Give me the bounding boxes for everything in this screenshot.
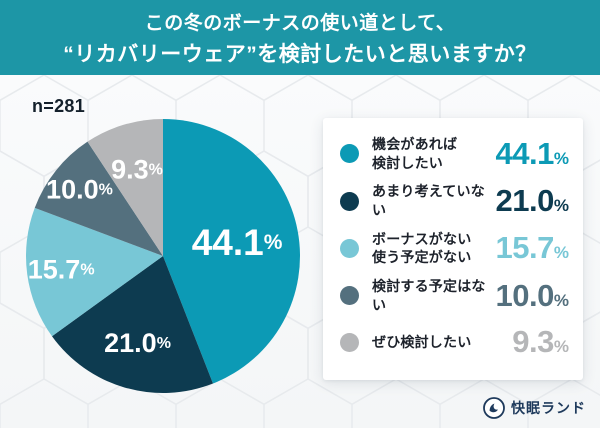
pie-slice (34, 141, 163, 256)
legend-swatch-icon (340, 332, 359, 352)
percent-sign: % (553, 196, 569, 216)
legend-item: ぜひ検討したい 9.3% (340, 324, 569, 360)
legend-item-value: 44.1% (495, 135, 569, 171)
pie-slice-label: 9.3% (111, 154, 163, 184)
percent-sign: % (553, 337, 569, 356)
legend-item: あまり考えていない 21.0% (340, 182, 569, 220)
legend-item-label: 検討する予定はない (372, 277, 486, 313)
kaimin-land-logo-icon (483, 397, 505, 419)
legend-item-label: ボーナスがない 使う予定がない (372, 230, 472, 266)
legend-swatch-icon (340, 238, 359, 258)
legend-item-label: ぜひ検討したい (372, 333, 472, 350)
legend-swatch-icon (340, 191, 359, 211)
legend-swatch-icon (340, 144, 359, 164)
pie-slice (163, 119, 301, 384)
legend-item-value: 15.7% (495, 230, 569, 266)
legend-item: ボーナスがない 使う予定がない 15.7% (340, 230, 569, 268)
percent-sign: % (553, 290, 569, 310)
brand-name: 快眠ランド (511, 400, 586, 416)
pie-slice-label: 15.7% (28, 255, 95, 285)
legend-item-label: あまり考えていない (372, 183, 485, 219)
sample-size-label: n=281 (32, 96, 86, 116)
legend-item-label: 機会があれば 検討したい (372, 136, 458, 171)
percent-sign: % (553, 148, 569, 168)
pie-slice (87, 119, 163, 256)
legend-item-value: 9.3% (512, 324, 569, 359)
pie-slice (26, 207, 164, 337)
pie-slice-label: 44.1% (192, 222, 283, 263)
pie-chart: 44.1% 21.0% 15.7% 10.0%9.3% (26, 119, 301, 393)
legend-card: 機会があれば 検討したい 44.1% あまり考えていない 21.0% ボーナスが… (323, 118, 583, 380)
page-title-line2: “リカバリーウェア”を検討したいと思いますか？ (63, 42, 537, 66)
legend-item-value: 21.0% (495, 183, 569, 219)
percent-sign: % (553, 243, 569, 263)
page-title-line1: この冬のボーナスの使い道として、 (144, 12, 456, 34)
legend-item-value: 10.0% (495, 277, 569, 313)
legend-item: 検討する予定はない 10.0% (340, 277, 569, 315)
legend-swatch-icon (340, 286, 359, 306)
title-banner: この冬のボーナスの使い道として、 “リカバリーウェア”を検討したいと思いますか？ (0, 0, 600, 75)
brand-footer: 快眠ランド (483, 397, 586, 419)
pie-slice (51, 256, 213, 393)
pie-slice-label: 21.0% (104, 328, 171, 358)
pie-slice-label: 10.0% (46, 174, 113, 204)
legend-item: 機会があれば 検討したい 44.1% (340, 135, 569, 173)
